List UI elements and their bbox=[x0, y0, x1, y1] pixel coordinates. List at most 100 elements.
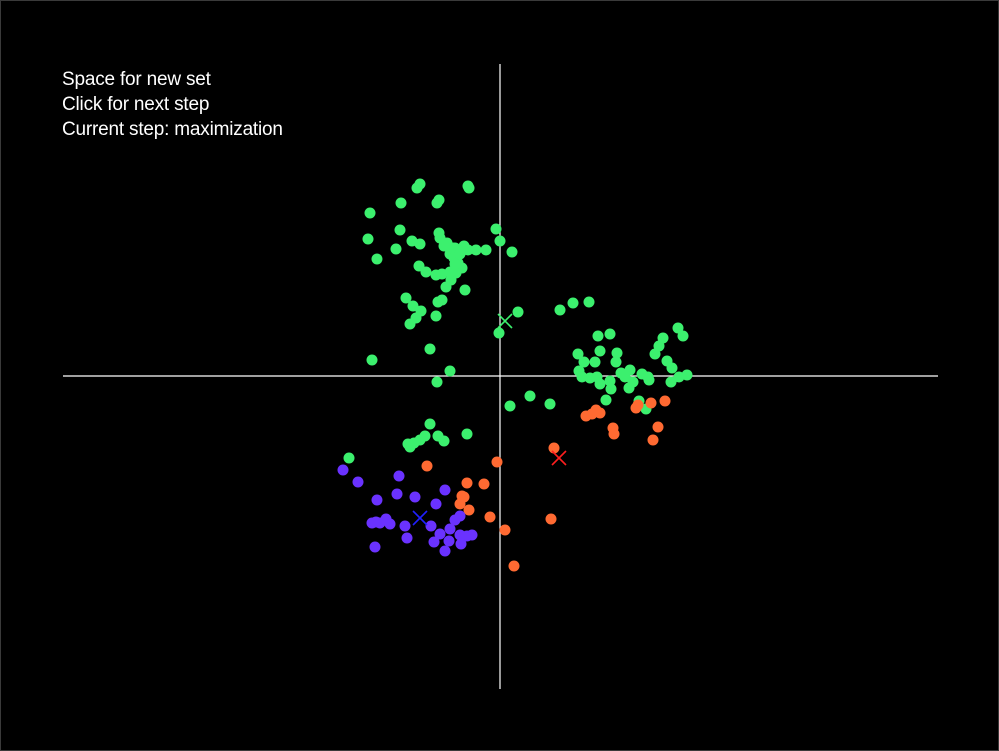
green-point bbox=[666, 362, 678, 374]
purple-point bbox=[371, 494, 383, 506]
purple-point bbox=[439, 545, 451, 557]
orange-point bbox=[463, 504, 475, 516]
next-step-instruction: Click for next step bbox=[62, 94, 210, 115]
purple-point bbox=[393, 470, 405, 482]
green-point bbox=[438, 435, 450, 447]
orange-point bbox=[499, 524, 511, 536]
green-point bbox=[600, 394, 612, 406]
orange-point bbox=[647, 434, 659, 446]
green-point bbox=[589, 356, 601, 368]
green-point bbox=[494, 235, 506, 247]
purple-point bbox=[337, 464, 349, 476]
green-point bbox=[364, 207, 376, 219]
green-point bbox=[512, 306, 524, 318]
orange-point bbox=[421, 460, 433, 472]
centroid-layer bbox=[412, 313, 567, 526]
green-point bbox=[459, 284, 471, 296]
points-layer bbox=[337, 178, 693, 572]
green-point bbox=[390, 243, 402, 255]
green-point bbox=[461, 428, 473, 440]
orange-point bbox=[461, 477, 473, 489]
orange-point bbox=[630, 402, 642, 414]
green-point bbox=[444, 266, 456, 278]
green-point bbox=[438, 240, 450, 252]
green-point bbox=[490, 223, 502, 235]
green-point bbox=[544, 398, 556, 410]
green-point bbox=[444, 365, 456, 377]
orange-point bbox=[548, 442, 560, 454]
purple-point bbox=[399, 520, 411, 532]
orange-point bbox=[590, 404, 602, 416]
green-point bbox=[677, 330, 689, 342]
green-centroid-marker bbox=[497, 313, 513, 329]
green-point bbox=[567, 297, 579, 309]
green-point bbox=[572, 348, 584, 360]
green-point bbox=[366, 354, 378, 366]
green-point bbox=[591, 371, 603, 383]
green-point bbox=[578, 356, 590, 368]
green-point bbox=[623, 382, 635, 394]
green-point bbox=[449, 258, 461, 270]
green-point bbox=[431, 197, 443, 209]
purple-centroid-marker bbox=[412, 510, 428, 526]
purple-point bbox=[449, 514, 461, 526]
purple-point bbox=[444, 523, 456, 535]
green-point bbox=[371, 253, 383, 265]
green-point bbox=[605, 383, 617, 395]
green-point bbox=[432, 296, 444, 308]
purple-point bbox=[380, 513, 392, 525]
green-point bbox=[454, 248, 466, 260]
purple-point bbox=[443, 535, 455, 547]
green-point bbox=[554, 304, 566, 316]
orange-point bbox=[645, 397, 657, 409]
green-point bbox=[424, 343, 436, 355]
green-point bbox=[576, 371, 588, 383]
green-point bbox=[424, 418, 436, 430]
green-point bbox=[592, 330, 604, 342]
purple-point bbox=[409, 491, 421, 503]
green-point bbox=[672, 322, 684, 334]
green-point bbox=[643, 374, 655, 386]
green-point bbox=[343, 452, 355, 464]
green-point bbox=[431, 376, 443, 388]
green-point bbox=[604, 375, 616, 387]
purple-point bbox=[439, 484, 451, 496]
purple-point bbox=[401, 532, 413, 544]
purple-point bbox=[369, 541, 381, 553]
purple-point bbox=[466, 529, 478, 541]
green-point bbox=[610, 356, 622, 368]
purple-point bbox=[425, 520, 437, 532]
green-point bbox=[493, 327, 505, 339]
green-point bbox=[440, 281, 452, 293]
green-point bbox=[665, 376, 677, 388]
green-point bbox=[604, 328, 616, 340]
green-point bbox=[470, 244, 482, 256]
purple-point bbox=[370, 516, 382, 528]
green-point bbox=[611, 347, 623, 359]
green-point bbox=[407, 300, 419, 312]
green-point bbox=[583, 296, 595, 308]
orange-point bbox=[484, 511, 496, 523]
green-point bbox=[414, 178, 426, 190]
green-point bbox=[480, 244, 492, 256]
green-point bbox=[395, 197, 407, 209]
orange-point bbox=[454, 498, 466, 510]
green-point bbox=[414, 238, 426, 250]
purple-point bbox=[455, 538, 467, 550]
orange-point bbox=[478, 478, 490, 490]
green-point bbox=[463, 182, 475, 194]
green-point bbox=[504, 400, 516, 412]
green-point bbox=[362, 233, 374, 245]
orange-point bbox=[659, 395, 671, 407]
green-point bbox=[594, 345, 606, 357]
purple-point bbox=[352, 476, 364, 488]
current-step-status: Current step: maximization bbox=[62, 119, 283, 140]
instructions-overlay: Space for new set Click for next step Cu… bbox=[62, 67, 283, 142]
green-point bbox=[404, 441, 416, 453]
orange-point bbox=[652, 421, 664, 433]
green-point bbox=[430, 310, 442, 322]
new-set-instruction: Space for new set bbox=[62, 69, 211, 90]
green-point bbox=[524, 390, 536, 402]
